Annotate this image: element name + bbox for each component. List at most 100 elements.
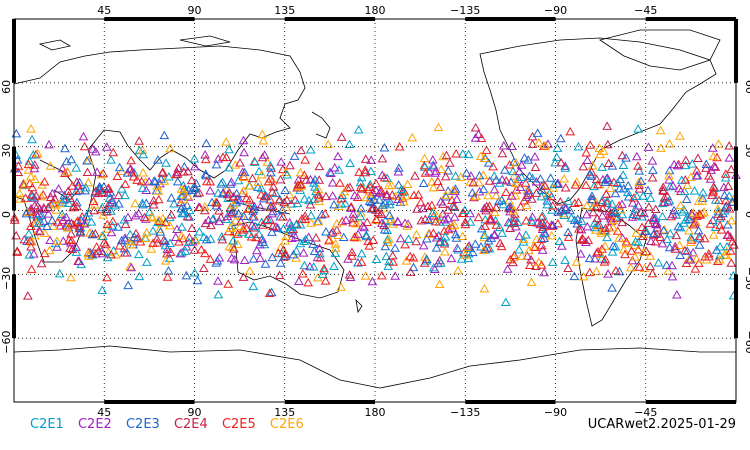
marker	[506, 191, 517, 200]
marker	[595, 249, 606, 258]
marker	[363, 236, 374, 245]
marker	[724, 140, 735, 150]
marker	[526, 215, 537, 225]
marker	[667, 260, 677, 270]
marker	[518, 237, 529, 246]
marker	[25, 236, 35, 245]
marker	[287, 233, 297, 242]
marker	[581, 209, 592, 219]
marker	[136, 176, 147, 186]
marker	[294, 276, 304, 285]
marker	[214, 216, 225, 226]
marker	[295, 238, 306, 248]
marker	[300, 155, 311, 164]
tick-label: −45	[634, 406, 657, 419]
marker	[201, 176, 212, 186]
marker	[137, 198, 148, 207]
marker	[176, 184, 187, 193]
marker	[107, 216, 118, 226]
marker	[247, 220, 258, 229]
marker	[187, 223, 197, 232]
marker	[146, 244, 157, 253]
marker	[29, 163, 40, 173]
marker	[184, 205, 195, 215]
marker	[633, 244, 644, 254]
tick-label: −90	[544, 406, 567, 419]
marker	[329, 162, 340, 172]
marker	[222, 211, 233, 221]
marker	[256, 183, 267, 193]
marker	[47, 215, 58, 225]
marker	[603, 269, 613, 278]
marker	[62, 166, 73, 176]
marker	[361, 230, 372, 239]
marker	[483, 190, 493, 200]
marker	[383, 261, 394, 270]
marker	[491, 190, 502, 200]
marker	[633, 161, 643, 170]
marker	[295, 167, 306, 177]
marker	[621, 238, 632, 248]
marker	[104, 193, 115, 203]
marker	[539, 233, 549, 242]
marker	[71, 247, 82, 256]
marker	[13, 167, 24, 177]
marker	[251, 232, 261, 242]
marker	[578, 234, 588, 244]
marker	[475, 151, 486, 160]
marker	[357, 184, 367, 193]
marker	[68, 202, 79, 212]
marker	[610, 241, 621, 251]
marker	[379, 143, 390, 152]
marker	[464, 243, 475, 253]
marker	[614, 233, 624, 242]
marker	[309, 194, 320, 204]
marker	[648, 215, 659, 224]
marker	[638, 231, 648, 240]
marker	[84, 251, 94, 260]
marker	[305, 174, 316, 184]
marker	[243, 204, 254, 213]
marker	[630, 236, 641, 246]
marker	[26, 242, 36, 251]
marker	[631, 191, 642, 200]
marker	[447, 220, 458, 230]
marker	[597, 203, 608, 213]
marker	[156, 174, 166, 183]
marker	[631, 228, 642, 237]
marker	[519, 153, 530, 162]
marker	[645, 193, 656, 202]
marker	[74, 256, 84, 265]
marker	[510, 178, 521, 187]
marker	[491, 220, 502, 229]
marker	[390, 271, 401, 280]
marker	[470, 239, 481, 248]
marker	[591, 248, 602, 257]
marker	[313, 216, 324, 226]
marker	[474, 186, 485, 196]
marker	[655, 125, 666, 135]
marker	[687, 210, 697, 219]
marker	[626, 246, 637, 255]
marker	[255, 253, 266, 262]
marker	[353, 229, 363, 238]
marker	[290, 232, 301, 242]
marker	[20, 193, 31, 202]
marker	[561, 202, 571, 212]
marker	[183, 237, 194, 246]
marker	[584, 267, 595, 277]
marker	[66, 235, 77, 245]
marker	[423, 201, 433, 210]
marker	[435, 258, 446, 267]
marker	[681, 194, 692, 203]
marker	[266, 167, 276, 177]
marker	[101, 239, 111, 249]
marker	[479, 230, 490, 239]
marker	[521, 200, 532, 210]
marker	[217, 234, 228, 244]
marker	[420, 168, 431, 177]
marker	[550, 157, 561, 167]
date-caption: UCARwet2.2025-01-29	[587, 417, 736, 432]
marker	[113, 222, 123, 231]
marker	[602, 121, 613, 130]
